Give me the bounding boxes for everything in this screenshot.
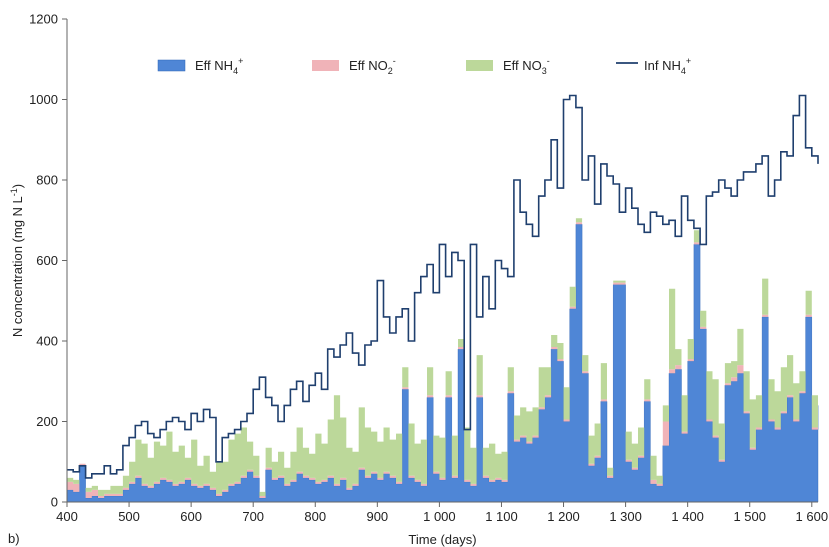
y-axis-title-main: N concentration (mg N L: [10, 196, 25, 337]
legend-swatch: [312, 60, 339, 71]
y-tick-label: 1200: [29, 12, 58, 27]
y-axis-title-sup: -1: [9, 188, 19, 196]
y-tick-label: 200: [36, 414, 58, 429]
legend-item-eff-nh4: Eff NH4+: [157, 56, 243, 76]
x-tick-label: 1 200: [547, 509, 580, 524]
y-axis-title-close: ): [10, 184, 25, 188]
legend-item-inf-nh4: Inf NH4+: [616, 56, 691, 76]
x-tick-label: 1 000: [423, 509, 456, 524]
x-tick-label: 400: [56, 509, 78, 524]
area-series-eff-no3: [67, 218, 818, 496]
x-tick-label: 800: [304, 509, 326, 524]
y-tick-label: 0: [51, 495, 58, 510]
legend-label: Eff NO2-: [349, 56, 396, 76]
y-tick-label: 400: [36, 334, 58, 349]
x-tick-label: 700: [242, 509, 264, 524]
x-tick-label: 1 600: [796, 509, 829, 524]
x-tick-label: 1 300: [609, 509, 642, 524]
x-tick-label: 1 500: [733, 509, 766, 524]
y-tick-label: 1000: [29, 92, 58, 107]
x-tick-label: 500: [118, 509, 140, 524]
line-series-inf-nh4: [67, 94, 819, 479]
x-tick-label: 900: [366, 509, 388, 524]
tick-labels: 0 200 400 600 800 1000 1200 400 500 600 700 800 900 1…: [29, 12, 828, 525]
influent-line-layer: [67, 94, 819, 479]
legend-label: Inf NH4+: [644, 56, 691, 76]
legend-item-eff-no3: Eff NO3-: [466, 56, 550, 76]
y-tick-label: 800: [36, 173, 58, 188]
legend-swatch: [466, 60, 493, 71]
x-tick-label: 600: [180, 509, 202, 524]
x-axis-title: Time (days): [408, 532, 476, 547]
legend-label: Eff NH4+: [195, 56, 243, 76]
x-tick-label: 1 100: [485, 509, 518, 524]
x-tick-label: 1 400: [671, 509, 704, 524]
legend-label: Eff NO3-: [503, 56, 550, 76]
stacked-areas: [66, 218, 819, 503]
y-axis-title: N concentration (mg N L-1): [9, 184, 25, 337]
legend: Eff NH4+ Eff NO2- Eff NO3- Inf NH4+: [157, 56, 691, 76]
legend-item-eff-no2: Eff NO2-: [312, 56, 396, 76]
legend-swatch: [157, 59, 186, 72]
panel-label: b): [8, 531, 20, 546]
y-tick-label: 600: [36, 253, 58, 268]
